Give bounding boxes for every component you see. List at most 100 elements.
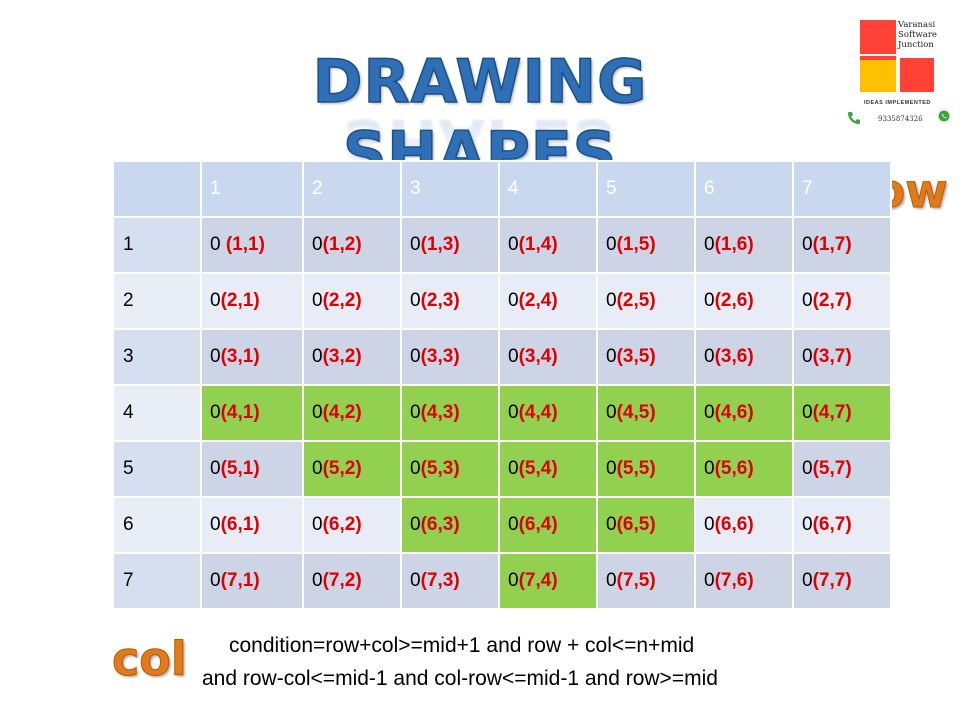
table-cell-highlighted: 0(4,1) — [200, 384, 304, 442]
cell-coordinate: (1,6) — [714, 234, 754, 255]
table-cell-highlighted: 0(4,4) — [498, 384, 598, 442]
cell-value: 0 — [410, 514, 421, 535]
table-cell: 0(2,2) — [302, 272, 402, 330]
cell-value: 0 — [312, 514, 323, 535]
logo-name-line: Junction — [898, 40, 934, 50]
cell-value: 0 — [410, 290, 421, 311]
cell-value: 0 — [704, 570, 715, 591]
table-cell-highlighted: 0(4,6) — [694, 384, 794, 442]
cell-coordinate: (2,4) — [518, 290, 558, 311]
logo-name: Varanasi Software Junction — [898, 20, 960, 50]
cell-coordinate: (4,1) — [220, 402, 260, 423]
table-cell-highlighted: 0(7,4) — [498, 552, 598, 610]
row-header: 5 — [112, 440, 202, 498]
cell-coordinate: (3,1) — [220, 346, 260, 367]
cell-value: 0 — [802, 234, 813, 255]
row-header: 4 — [112, 384, 202, 442]
row-header: 2 — [112, 272, 202, 330]
cell-coordinate: (5,5) — [616, 458, 656, 479]
table-cell: 0(6,7) — [792, 496, 892, 554]
cell-value: 0 — [312, 346, 323, 367]
cell-value: 0 — [606, 458, 617, 479]
column-header: 2 — [302, 160, 402, 218]
table-row: 2 0(2,1) 0(2,2) 0(2,3) 0(2,4) 0(2,5) 0(2,6) 0(2… — [112, 272, 892, 330]
cell-coordinate: (7,1) — [220, 570, 260, 591]
table-row: 6 0(6,1) 0(6,2) 0(6,3) 0(6,4) 0(6,5) 0(6,6) 0(6… — [112, 496, 892, 554]
logo-square-red-small — [860, 56, 896, 60]
table-cell: 0(5,1) — [200, 440, 304, 498]
cell-coordinate: (6,5) — [616, 514, 656, 535]
cell-value: 0 — [508, 570, 519, 591]
table-cell: 0(1,4) — [498, 216, 598, 274]
table-cell-highlighted: 0(4,2) — [302, 384, 402, 442]
row-header-label: 5 — [123, 458, 134, 479]
column-header-label: 2 — [312, 178, 323, 199]
table-cell: 0(2,3) — [400, 272, 500, 330]
cell-value: 0 — [508, 234, 519, 255]
condition-line-1: condition=row+col>=mid+1 and row + col<=… — [229, 634, 695, 657]
cell-coordinate: (2,3) — [420, 290, 460, 311]
row-header: 1 — [112, 216, 202, 274]
cell-value: 0 — [704, 458, 715, 479]
cell-coordinate: (5,1) — [220, 458, 260, 479]
cell-coordinate: (3,5) — [616, 346, 656, 367]
column-header: 6 — [694, 160, 794, 218]
cell-coordinate: (5,2) — [322, 458, 362, 479]
row-header: 3 — [112, 328, 202, 386]
company-logo — [842, 16, 954, 128]
cell-value: 0 — [210, 402, 221, 423]
table-cell: 0(3,3) — [400, 328, 500, 386]
table-cell: 0(2,5) — [596, 272, 696, 330]
cell-value: 0 — [312, 290, 323, 311]
cell-coordinate: (1,1) — [225, 234, 265, 255]
cell-coordinate: (1,5) — [616, 234, 656, 255]
cell-value: 0 — [606, 570, 617, 591]
cell-value: 0 — [312, 458, 323, 479]
column-header: 7 — [792, 160, 892, 218]
cell-value: 0 — [704, 346, 715, 367]
cell-coordinate: (6,3) — [420, 514, 460, 535]
cell-value: 0 — [606, 346, 617, 367]
cell-coordinate: (7,7) — [812, 570, 852, 591]
cell-coordinate: (5,7) — [812, 458, 852, 479]
cell-coordinate: (2,6) — [714, 290, 754, 311]
cell-coordinate: (6,2) — [322, 514, 362, 535]
cell-value: 0 — [704, 514, 715, 535]
cell-value: 0 — [410, 402, 421, 423]
row-header: 7 — [112, 552, 202, 610]
table-cell: 0(2,1) — [200, 272, 304, 330]
table-cell-highlighted: 0(6,3) — [400, 496, 500, 554]
table-cell-highlighted: 0(6,5) — [596, 496, 696, 554]
table-cell: 0(5,7) — [792, 440, 892, 498]
cell-value: 0 — [802, 570, 813, 591]
cell-value: 0 — [508, 346, 519, 367]
table-header-row: 1 2 3 4 5 6 7 — [112, 160, 892, 218]
table-cell: 0(3,4) — [498, 328, 598, 386]
table-cell: 0(1,3) — [400, 216, 500, 274]
cell-value: 0 — [508, 458, 519, 479]
table-cell: 0(1,2) — [302, 216, 402, 274]
cell-coordinate: (3,4) — [518, 346, 558, 367]
cell-coordinate: (1,7) — [812, 234, 852, 255]
cell-coordinate: (6,6) — [714, 514, 754, 535]
column-header-label: 6 — [704, 178, 715, 199]
table-cell: 0(7,5) — [596, 552, 696, 610]
cell-value: 0 — [410, 570, 421, 591]
row-header-label: 6 — [123, 514, 134, 535]
cell-coordinate: (4,7) — [812, 402, 852, 423]
cell-value: 0 — [802, 402, 813, 423]
table-cell: 0(3,6) — [694, 328, 794, 386]
column-header: 4 — [498, 160, 598, 218]
table-row: 3 0(3,1) 0(3,2) 0(3,3) 0(3,4) 0(3,5) 0(3,6) 0(3… — [112, 328, 892, 386]
cell-value: 0 — [312, 402, 323, 423]
col-axis-label: col — [112, 632, 188, 687]
cell-coordinate: (7,6) — [714, 570, 754, 591]
cell-value: 0 — [410, 234, 421, 255]
table-cell-highlighted: 0(4,7) — [792, 384, 892, 442]
table-cell: 0(2,4) — [498, 272, 598, 330]
cell-coordinate: (1,4) — [518, 234, 558, 255]
title-area: DRAWING SHAPES DRAWING SHAPES — [200, 46, 760, 247]
table-cell: 0(6,6) — [694, 496, 794, 554]
cell-coordinate: (1,3) — [420, 234, 460, 255]
table-cell: 0(3,5) — [596, 328, 696, 386]
